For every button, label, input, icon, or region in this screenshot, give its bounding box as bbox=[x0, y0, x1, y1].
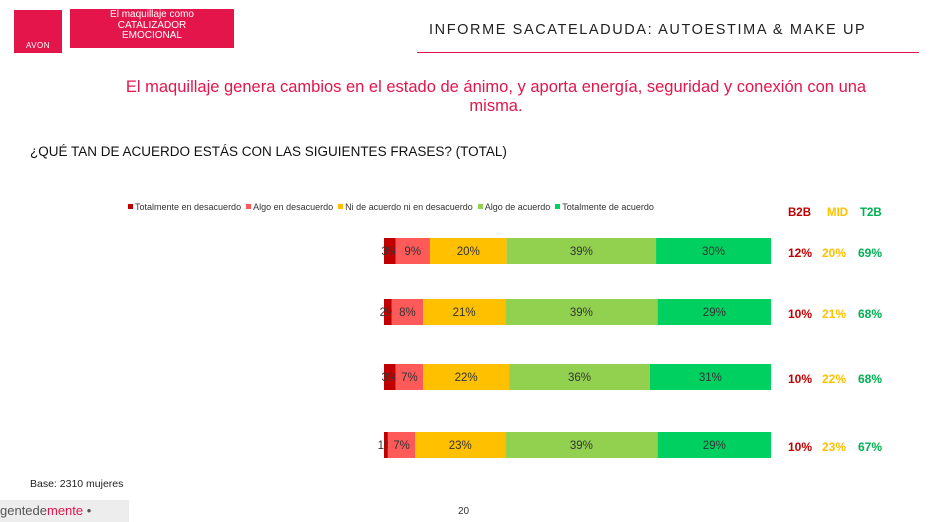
bar-segment bbox=[384, 432, 388, 458]
summary-b2b: 10% bbox=[788, 307, 813, 321]
topic-box: El maquillaje como CATALIZADOR EMOCIONAL bbox=[70, 9, 234, 48]
summary-b2b: 10% bbox=[788, 372, 813, 386]
question-title: ¿QUÉ TAN DE ACUERDO ESTÁS CON LAS SIGUIE… bbox=[30, 144, 507, 159]
data-label: 8% bbox=[399, 307, 416, 319]
legend-swatch bbox=[338, 204, 344, 210]
bar-segment bbox=[384, 299, 392, 325]
data-label: 3% bbox=[381, 246, 398, 258]
legend-label: Algo de acuerdo bbox=[484, 202, 551, 212]
data-label: 22% bbox=[455, 372, 478, 384]
topic-line-1: El maquillaje como bbox=[110, 9, 194, 20]
bar-segment bbox=[656, 238, 771, 264]
data-label: 20% bbox=[457, 246, 480, 258]
data-label: 9% bbox=[404, 246, 421, 258]
legend-swatch bbox=[555, 204, 561, 210]
legend-item: Ni de acuerdo ni en desacuerdo bbox=[338, 202, 473, 212]
page-number: 20 bbox=[458, 506, 470, 517]
footer-logo-dot: • bbox=[86, 503, 92, 518]
data-label: 21% bbox=[453, 307, 476, 319]
legend-label: Algo en desacuerdo bbox=[253, 202, 334, 212]
summary-header-b2b: B2B bbox=[788, 207, 812, 219]
gentedemente-logo: gentedemente • bbox=[0, 500, 129, 522]
footer-logo-part1: gentede bbox=[0, 503, 47, 518]
summary-mid: 22% bbox=[822, 372, 847, 386]
summary-b2b: 12% bbox=[788, 246, 813, 260]
legend-item: Algo en desacuerdo bbox=[246, 202, 333, 212]
bar-segment bbox=[395, 238, 430, 264]
header-divider bbox=[417, 52, 919, 53]
base-note-rest: 310 mujeres bbox=[65, 478, 124, 490]
bar-segment bbox=[506, 238, 657, 264]
bar-segment bbox=[395, 364, 424, 390]
base-note-prefix: Base: 2 bbox=[30, 478, 66, 490]
legend-label: Ni de acuerdo ni en desacuerdo bbox=[345, 202, 473, 212]
bar-segment bbox=[649, 364, 771, 390]
bar-segment bbox=[423, 299, 506, 325]
legend-item: Totalmente en desacuerdo bbox=[128, 202, 241, 212]
legend-label: Totalmente en desacuerdo bbox=[135, 202, 242, 212]
summary-t2b: 68% bbox=[858, 307, 883, 321]
data-label: 7% bbox=[401, 372, 418, 384]
bar-segment bbox=[657, 432, 771, 458]
bar-segment bbox=[384, 238, 396, 264]
topic-line-2: CATALIZADOR bbox=[117, 19, 187, 31]
report-title: INFORME SACATELADUDA: AUTOESTIMA & MAKE … bbox=[429, 22, 867, 38]
summary-mid: 20% bbox=[822, 246, 847, 260]
base-note: Base: 2310 mujeres bbox=[30, 478, 123, 490]
data-label: 39% bbox=[570, 246, 593, 258]
data-label: 31% bbox=[699, 372, 722, 384]
bar-segment bbox=[415, 432, 506, 458]
legend-swatch bbox=[477, 204, 483, 210]
data-label: 29% bbox=[703, 307, 726, 319]
data-label: 36% bbox=[568, 372, 591, 384]
bar-segment bbox=[423, 364, 510, 390]
footer-logo-part2: mente bbox=[47, 503, 84, 518]
legend-item: Totalmente de acuerdo bbox=[555, 202, 654, 212]
summary-t2b: 68% bbox=[858, 372, 883, 386]
data-label: 39% bbox=[570, 440, 593, 452]
summary-mid: 21% bbox=[822, 307, 847, 321]
data-label: 29% bbox=[703, 440, 726, 452]
summary-t2b: 67% bbox=[858, 440, 883, 454]
bar-segment bbox=[391, 299, 424, 325]
data-label: 23% bbox=[449, 440, 472, 452]
bar-segment bbox=[387, 432, 416, 458]
summary-t2b: 69% bbox=[858, 246, 883, 260]
legend-label: Totalmente de acuerdo bbox=[562, 202, 654, 212]
legend-swatch bbox=[128, 204, 133, 210]
summary-mid: 23% bbox=[822, 440, 847, 454]
headline: El maquillaje genera cambios en el estad… bbox=[125, 78, 867, 115]
bar-segment bbox=[505, 432, 658, 458]
data-label: 39% bbox=[570, 307, 593, 319]
bar-segment bbox=[505, 299, 658, 325]
topic-line-3: EMOCIONAL bbox=[121, 30, 182, 41]
summary-b2b: 10% bbox=[788, 440, 813, 454]
legend-item: Algo de acuerdo bbox=[477, 202, 551, 212]
chart-legend: Totalmente en desacuerdo Algo en desacuer… bbox=[128, 202, 659, 216]
bar-segment bbox=[384, 364, 396, 390]
bar-segment bbox=[509, 364, 650, 390]
legend-swatch bbox=[246, 204, 252, 210]
data-label: 7% bbox=[393, 440, 410, 452]
summary-header-mid: MID bbox=[827, 207, 849, 219]
bar-segment bbox=[429, 238, 507, 264]
data-label: 30% bbox=[702, 246, 725, 258]
summary-header-t2b: T2B bbox=[860, 207, 882, 219]
brand-name: AVON bbox=[25, 41, 51, 50]
data-label: 3% bbox=[382, 372, 399, 384]
avon-logo: AVON bbox=[14, 10, 62, 53]
bar-segment bbox=[657, 299, 771, 325]
